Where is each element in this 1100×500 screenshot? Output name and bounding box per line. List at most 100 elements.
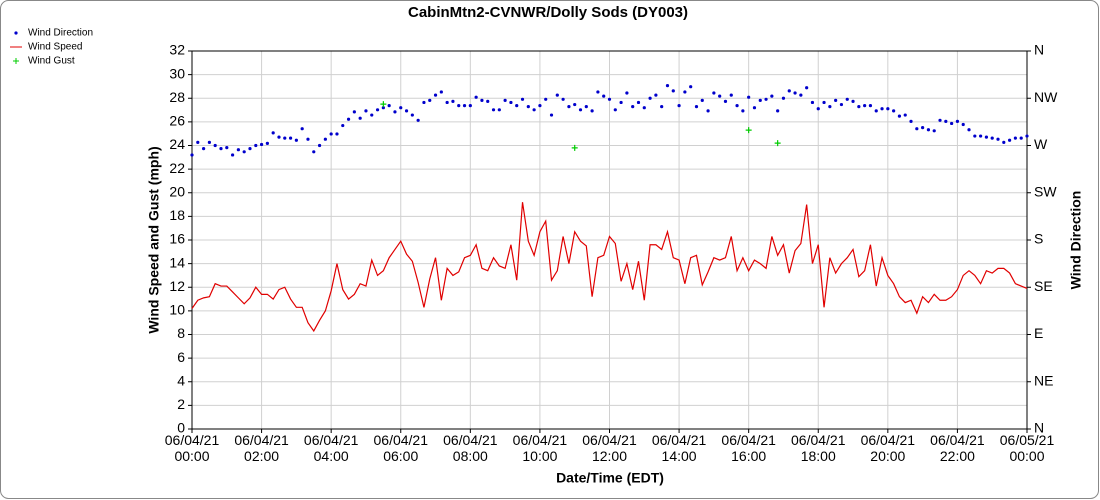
direction-dot (271, 131, 275, 135)
direction-dot (219, 147, 223, 151)
direction-dot (399, 106, 403, 110)
direction-dot (526, 105, 530, 109)
direction-dot (370, 113, 374, 117)
direction-dot (555, 93, 559, 97)
gust-marker (774, 140, 781, 147)
direction-dot (294, 138, 298, 142)
direction-dot (439, 90, 443, 94)
gust-marker (745, 127, 752, 134)
direction-dot (393, 110, 397, 114)
chart-title: CabinMtn2-CVNWR/Dolly Sods (DY003) (408, 4, 688, 21)
direction-dot (602, 94, 606, 98)
direction-dot (660, 105, 664, 109)
direction-dot (364, 109, 368, 113)
y2-tick-label: NE (1034, 372, 1053, 388)
direction-dot (538, 104, 542, 108)
direction-dot (793, 91, 797, 95)
direction-dot (810, 100, 815, 105)
direction-dot (886, 107, 890, 111)
direction-dot (932, 129, 936, 133)
direction-dot (451, 99, 455, 103)
direction-dot (938, 118, 942, 122)
direction-dot (578, 108, 583, 112)
direction-dot (352, 110, 356, 114)
y-tick-label: 4 (177, 372, 185, 388)
direction-dot (486, 99, 490, 103)
direction-dot (497, 108, 501, 112)
direction-dot (242, 150, 246, 154)
direction-dot (346, 117, 351, 121)
direction-dot (491, 108, 496, 112)
direction-dot (897, 114, 902, 118)
direction-dot (230, 153, 235, 157)
y-tick-label: 30 (169, 65, 185, 81)
direction-dot (474, 95, 478, 99)
direction-dot (596, 90, 600, 94)
y-tick-label: 6 (177, 349, 185, 365)
direction-dot (561, 97, 565, 101)
direction-dot (283, 136, 287, 140)
direction-dot (816, 107, 820, 111)
direction-dot (990, 136, 994, 140)
y-tick-label: 28 (169, 89, 185, 105)
direction-dot (1002, 140, 1006, 144)
direction-dot (845, 97, 849, 101)
y-tick-label: 26 (169, 113, 185, 129)
direction-dot (196, 140, 200, 144)
y-tick-label: 18 (169, 207, 185, 223)
direction-dot (718, 94, 722, 98)
direction-dot (758, 98, 762, 102)
direction-dot (573, 102, 577, 107)
y2-tick-label: SE (1034, 278, 1053, 294)
legend-label: Wind Speed (28, 42, 82, 53)
direction-dot (625, 91, 629, 95)
direction-dot (341, 123, 345, 128)
direction-dot (712, 91, 716, 95)
y-tick-label: 12 (169, 278, 185, 294)
direction-dot (410, 113, 414, 117)
y-tick-label: 20 (169, 183, 185, 199)
direction-dot (259, 142, 264, 147)
direction-dot (1008, 138, 1012, 142)
direction-dot (770, 94, 774, 98)
direction-dot (288, 136, 293, 140)
direction-dot (515, 104, 519, 108)
direction-dot (503, 98, 507, 102)
y2-tick-label: NW (1034, 89, 1058, 105)
direction-dot (683, 90, 687, 94)
direction-dot (631, 105, 635, 109)
direction-dot (915, 127, 919, 131)
direction-dot (300, 127, 304, 131)
direction-dot (544, 97, 548, 101)
direction-dot (700, 98, 704, 102)
x-tick-label: 06/04/21 10:00 (512, 432, 568, 464)
direction-dot (979, 134, 983, 138)
direction-dot (422, 100, 426, 105)
direction-dot (903, 113, 907, 117)
direction-dot (254, 143, 258, 148)
direction-dot (944, 119, 948, 123)
x-tick-label: 06/04/21 16:00 (721, 432, 776, 464)
legend-marker (14, 31, 18, 35)
direction-dot (857, 105, 861, 109)
direction-dot (741, 109, 745, 113)
direction-dot (619, 100, 623, 105)
direction-dot (967, 128, 971, 132)
direction-dot (532, 108, 536, 112)
direction-dot (404, 109, 409, 113)
direction-dot (654, 93, 658, 97)
direction-dot (584, 105, 588, 109)
direction-dot (799, 93, 803, 97)
direction-dot (428, 98, 432, 102)
direction-dot (207, 140, 211, 144)
speed-line (191, 202, 1028, 333)
direction-dot (892, 109, 896, 113)
direction-dot (236, 148, 240, 152)
direction-dot (851, 99, 855, 103)
direction-dot (671, 89, 675, 93)
direction-dot (874, 109, 878, 113)
direction-dot (509, 100, 513, 105)
direction-dot (520, 97, 525, 101)
direction-dot (996, 137, 1000, 141)
